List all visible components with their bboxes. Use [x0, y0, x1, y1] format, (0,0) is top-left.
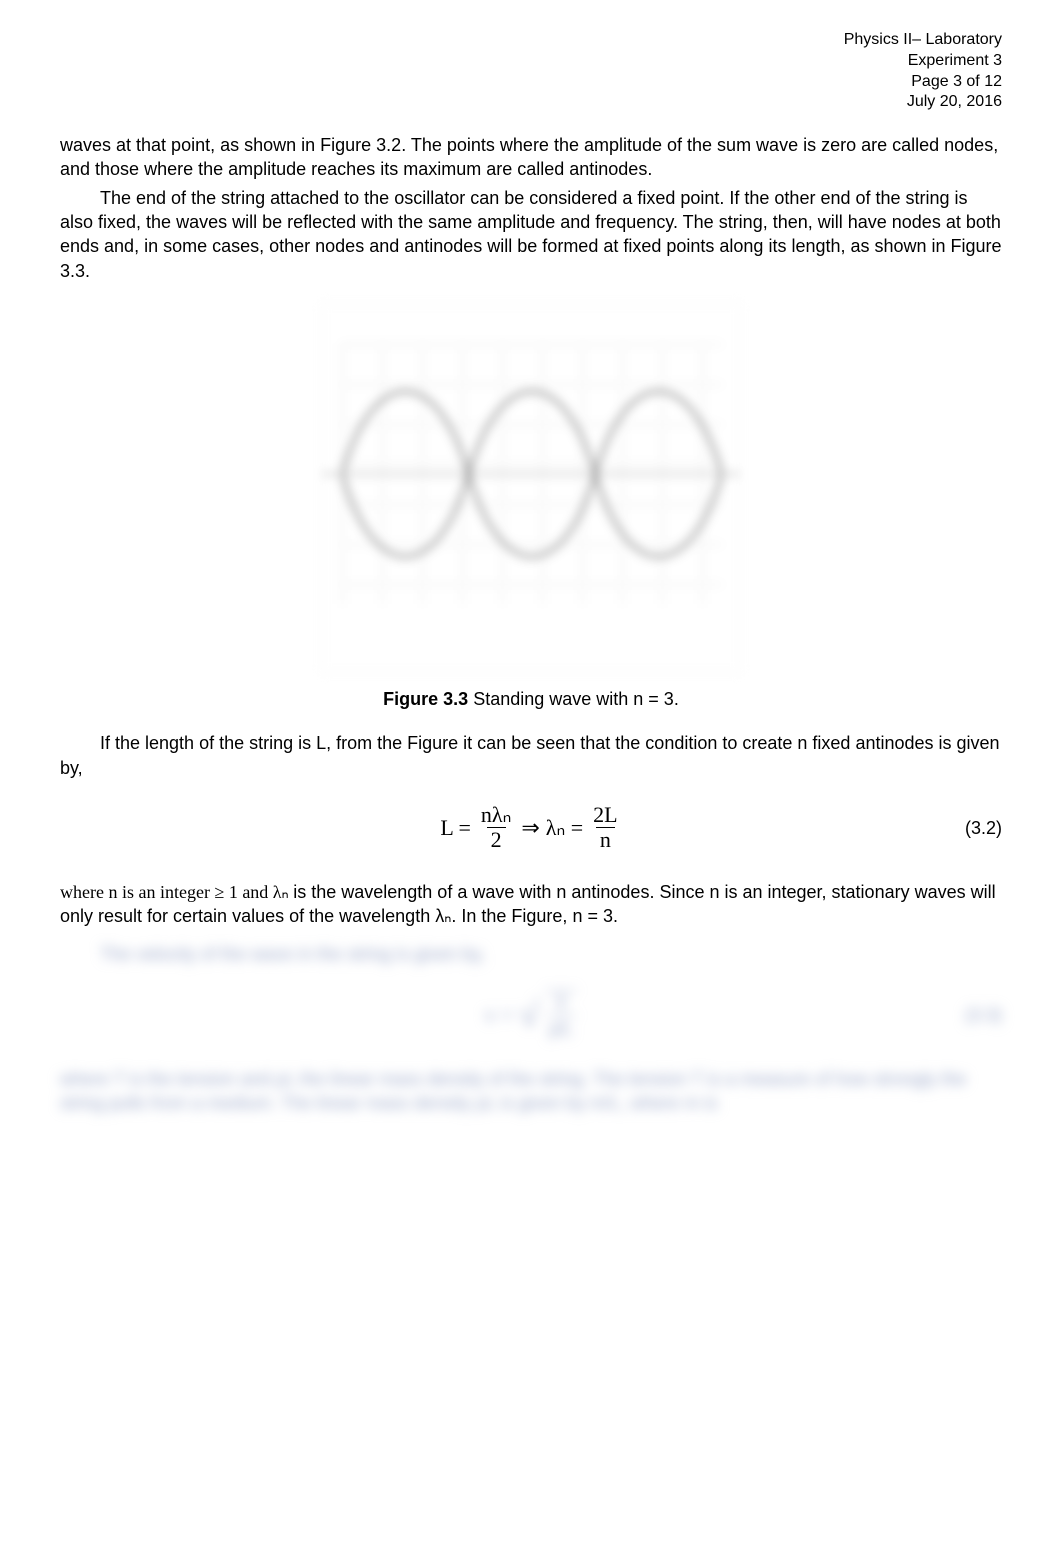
- header-course: Physics II– Laboratory: [60, 30, 1002, 51]
- body-paragraph-2: The end of the string attached to the os…: [60, 186, 1002, 283]
- figure-image-blurred: [321, 303, 741, 673]
- body-paragraph-5-blur: The velocity of the wave in the string i…: [60, 942, 1002, 966]
- header-page: Page 3 of 12: [60, 72, 1002, 93]
- body-paragraph-1: waves at that point, as shown in Figure …: [60, 133, 1002, 182]
- eq32-frac1-den: 2: [487, 827, 506, 852]
- equation-3-3-blur: v = √ T ρL (3.3): [60, 985, 1002, 1045]
- equation-3-2: L = nλₙ 2 ⇒ λₙ = 2L n (3.2): [60, 798, 1002, 858]
- header-date: July 20, 2016: [60, 92, 1002, 113]
- equation-3-3-content: v = √ T ρL: [485, 990, 578, 1040]
- equation-3-2-content: L = nλₙ 2 ⇒ λₙ = 2L n: [440, 803, 621, 852]
- eq32-frac1: nλₙ 2: [477, 803, 515, 852]
- equation-3-2-number: (3.2): [965, 816, 1002, 840]
- eq32-frac2-den: n: [596, 827, 615, 852]
- figure-caption-label: Figure 3.3: [383, 689, 468, 709]
- eq32-arrow: ⇒: [521, 813, 539, 843]
- body-paragraph-4: where n is an integer ≥ 1 and λₙ is the …: [60, 880, 1002, 929]
- eq33-den: ρL: [545, 1015, 577, 1040]
- eq32-frac1-num: nλₙ: [477, 803, 515, 827]
- eq33-frac: T ρL: [545, 990, 577, 1040]
- body-paragraph-3: If the length of the string is L, from t…: [60, 731, 1002, 780]
- p4-serif: where n is an integer ≥ 1 and λₙ: [60, 882, 293, 902]
- figure-3-3-caption: Figure 3.3 Standing wave with n = 3.: [60, 687, 1002, 711]
- figure-3-3: [60, 303, 1002, 673]
- page-header: Physics II– Laboratory Experiment 3 Page…: [60, 30, 1002, 113]
- eq32-frac2-num: 2L: [589, 803, 621, 827]
- eq32-lhs: L =: [440, 813, 471, 843]
- eq33-num: T: [550, 991, 571, 1015]
- eq32-frac2: 2L n: [589, 803, 621, 852]
- figure-caption-text: Standing wave with n = 3.: [468, 689, 679, 709]
- blurred-content: The velocity of the wave in the string i…: [60, 942, 1002, 1115]
- header-experiment: Experiment 3: [60, 51, 1002, 72]
- eq32-mid: λₙ =: [546, 813, 583, 843]
- equation-3-3-number: (3.3): [965, 1003, 1002, 1027]
- body-paragraph-6-blur: where T is the tension and ρL the linear…: [60, 1067, 1002, 1116]
- standing-wave-svg: [342, 344, 722, 604]
- eq33-lhs: v =: [485, 1000, 514, 1030]
